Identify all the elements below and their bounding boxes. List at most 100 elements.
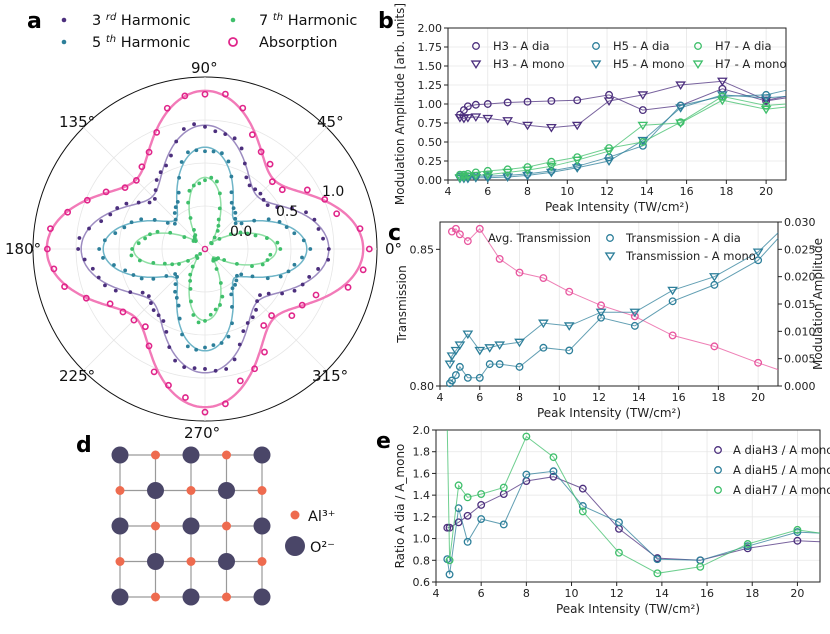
transmission-point — [463, 237, 472, 246]
polar-point-h3 — [300, 282, 305, 287]
legend-marker-e-1 — [714, 466, 722, 474]
x-tick-label: 8 — [524, 185, 531, 198]
polar-point-h3 — [253, 187, 258, 192]
panel-b-chart: 4 6 8 10 12 14 16 18 20 0.00 0.25 0.50 0.75 1.00 1.25 1… — [393, 3, 787, 214]
mod-point-0 — [668, 297, 677, 306]
polar-point-h3 — [258, 191, 263, 196]
polar-point-h7 — [208, 312, 213, 317]
polar-point-absorption — [236, 377, 244, 385]
mod-point-0 — [475, 373, 484, 382]
polar-point-h5 — [173, 217, 178, 222]
polar-point-h3 — [174, 139, 179, 144]
legend-h7-sup: th — [273, 12, 283, 23]
x-tick-label: 6 — [478, 587, 485, 600]
ratio-point-2 — [477, 490, 486, 499]
polar-point-h5 — [101, 256, 105, 260]
x-tick-label: 20 — [751, 391, 765, 404]
ratio-point-2 — [696, 562, 705, 571]
data-point-4 — [483, 166, 492, 175]
transmission-point — [710, 342, 719, 351]
x-tick-label: 10 — [560, 185, 574, 198]
mod-point-1 — [595, 308, 607, 318]
data-point-5 — [675, 119, 686, 129]
polar-fit-1 — [102, 146, 308, 352]
mod-point-1 — [752, 248, 764, 258]
polar-point-h5 — [123, 268, 128, 273]
polar-point-h5 — [185, 344, 190, 349]
ratio-point-2 — [522, 432, 531, 441]
polar-point-h5 — [211, 149, 216, 154]
polar-point-h5 — [250, 274, 255, 279]
mod-point-0 — [447, 376, 456, 385]
aluminum-atom — [115, 557, 125, 566]
polar-point-absorption — [145, 342, 153, 350]
y-axis-label: Ratio A dia / A_mono — [393, 444, 407, 569]
polar-point-h3 — [161, 319, 166, 323]
polar-point-h3 — [156, 313, 161, 318]
polar-point-h3 — [203, 124, 207, 129]
oxygen-atom — [253, 517, 271, 535]
ratio-point-0 — [743, 544, 752, 553]
polar-point-h7 — [203, 178, 207, 183]
data-point-1 — [637, 91, 649, 100]
polar-point-h7 — [268, 252, 273, 257]
data-point-1 — [470, 113, 482, 122]
data-point-3 — [717, 91, 728, 100]
data-point-0 — [638, 106, 647, 115]
series-line-0 — [459, 88, 787, 115]
polar-point-absorption — [356, 225, 364, 232]
polar-point-h5 — [284, 225, 289, 230]
legend-marker-e-2 — [714, 486, 722, 494]
polar-point-h7 — [217, 206, 222, 211]
y-tick-label: 0.00 — [418, 174, 443, 187]
polar-point-absorption — [64, 208, 72, 216]
polar-spoke — [204, 127, 327, 250]
polar-point-h7 — [198, 251, 203, 256]
legend-b-1: H3 - A mono — [493, 57, 565, 71]
polar-point-absorption — [288, 312, 296, 320]
polar-point-h5 — [179, 160, 184, 164]
polar-point-absorption — [61, 283, 68, 291]
polar-point-h3 — [113, 288, 118, 293]
polar-point-h5 — [292, 262, 297, 267]
polar-point-h5 — [139, 276, 144, 281]
transmission-point — [565, 287, 574, 296]
polar-point-h7 — [260, 262, 265, 267]
polar-point-absorption — [257, 148, 265, 156]
data-point-5 — [717, 96, 728, 106]
polar-point-h3 — [192, 122, 196, 127]
polar-point-absorption — [106, 300, 114, 308]
x-tick-label: 10 — [565, 587, 579, 600]
polar-point-h7 — [218, 303, 222, 307]
polar-point-h3 — [149, 301, 153, 305]
mod-point-1 — [629, 308, 641, 318]
aluminum-atom — [222, 521, 231, 531]
ratio-point-2 — [615, 548, 623, 557]
polar-point-absorption — [181, 92, 189, 100]
panel-d-lattice: Al³⁺ O²⁻ — [111, 446, 335, 606]
polar-point-h3 — [169, 153, 173, 158]
polar-point-h7 — [265, 236, 269, 240]
data-point-3 — [603, 157, 615, 167]
data-point-3 — [502, 173, 514, 182]
polar-point-absorption — [130, 316, 138, 324]
polar-point-absorption — [145, 148, 153, 156]
ratio-point-1 — [522, 470, 531, 479]
legend-marker-b-2 — [592, 42, 600, 50]
polar-point-h3 — [255, 299, 260, 304]
mod-point-0 — [451, 371, 460, 380]
ratio-point-2 — [549, 453, 558, 462]
polar-point-h7 — [195, 256, 200, 260]
polar-point-h7 — [191, 183, 196, 188]
ratio-point-1 — [477, 515, 486, 523]
polar-point-h3 — [224, 367, 229, 371]
legend-al-marker — [290, 510, 300, 520]
polar-points — [43, 90, 373, 416]
polar-point-h7 — [275, 240, 280, 245]
y-axis-label: Transmission — [395, 265, 409, 344]
y-tick-label: 1.75 — [418, 41, 443, 54]
aluminum-atom — [257, 486, 267, 495]
polar-point-h5 — [231, 206, 236, 211]
polar-point-h5 — [229, 174, 234, 179]
